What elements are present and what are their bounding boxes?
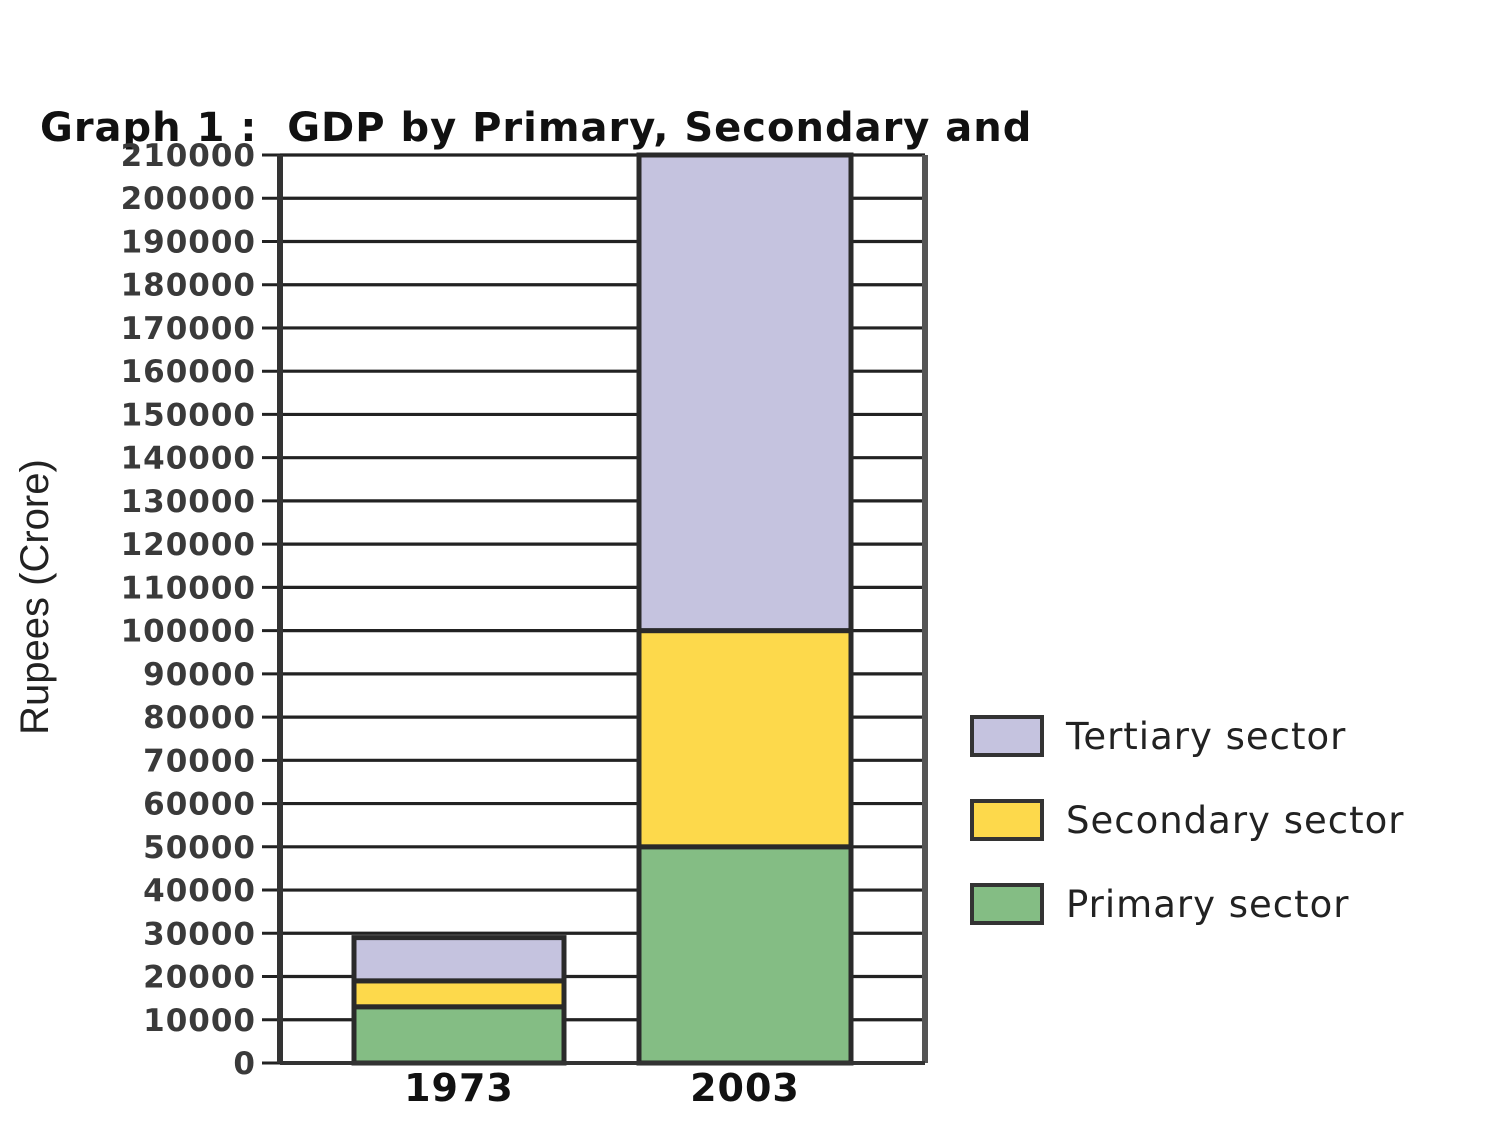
legend-item-secondary: Secondary sector — [970, 796, 1500, 846]
y-tick-label: 190000 — [121, 224, 256, 260]
y-tick-label: 10000 — [143, 1003, 256, 1039]
x-category-label: 2003 — [690, 1066, 800, 1110]
legend-label-tertiary: Tertiary sector — [1066, 715, 1347, 758]
y-tick-label: 60000 — [143, 787, 256, 823]
y-tick-label: 40000 — [143, 873, 256, 909]
y-tick-label: 170000 — [121, 311, 256, 347]
y-tick-label: 150000 — [121, 397, 256, 433]
legend-item-tertiary: Tertiary sector — [970, 712, 1500, 762]
y-tick-label: 80000 — [143, 700, 256, 736]
bar-segment-secondary-sector-1973 — [351, 978, 567, 1010]
legend-swatch-secondary — [970, 799, 1044, 841]
legend-swatch-tertiary — [970, 715, 1044, 757]
legend-swatch-primary — [970, 883, 1044, 925]
legend-label-primary: Primary sector — [1066, 883, 1350, 926]
y-tick-label: 70000 — [143, 743, 256, 779]
y-tick-label: 180000 — [121, 268, 256, 304]
bar-segment-primary-sector-2003 — [636, 844, 854, 1066]
y-tick-label: 120000 — [121, 527, 256, 563]
y-tick-label: 30000 — [143, 916, 256, 952]
bar-segment-primary-sector-1973 — [351, 1004, 567, 1066]
legend-label-secondary: Secondary sector — [1066, 799, 1405, 842]
y-tick-label: 100000 — [121, 614, 256, 650]
y-tick-label: 200000 — [121, 181, 256, 217]
y-tick-label: 20000 — [143, 960, 256, 996]
y-tick-label: 210000 — [121, 138, 256, 174]
x-category-label: 1973 — [404, 1066, 514, 1110]
bar-segment-tertiary-sector-2003 — [636, 152, 854, 634]
y-tick-label: 130000 — [121, 484, 256, 520]
y-tick-label: 160000 — [121, 354, 256, 390]
y-tick-label: 140000 — [121, 441, 256, 477]
y-tick-label: 90000 — [143, 657, 256, 693]
chart-title-line-1: Graph 1 : GDP by Primary, Secondary and — [40, 105, 1033, 151]
y-tick-label: 50000 — [143, 830, 256, 866]
legend-item-primary: Primary sector — [970, 880, 1500, 930]
y-tick-label: 110000 — [121, 570, 256, 606]
legend: Tertiary sector Secondary sector Primary… — [970, 712, 1500, 964]
bar-segment-secondary-sector-2003 — [636, 628, 854, 850]
y-tick-label: 0 — [233, 1046, 256, 1082]
bar-segment-tertiary-sector-1973 — [351, 935, 567, 984]
